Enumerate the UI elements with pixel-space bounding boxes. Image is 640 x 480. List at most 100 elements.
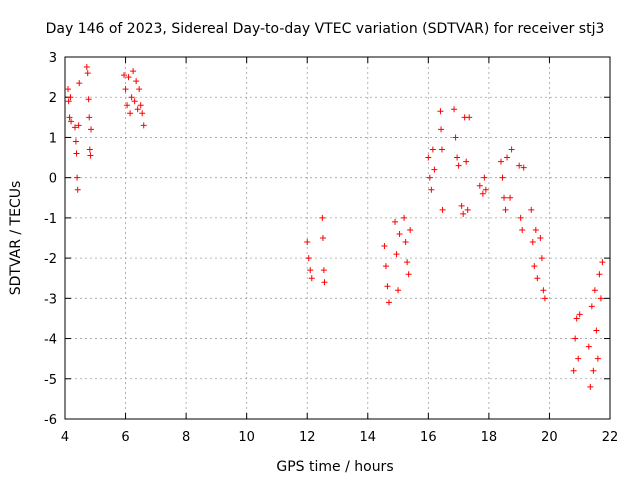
data-point xyxy=(451,106,458,113)
data-point xyxy=(67,94,74,101)
data-point xyxy=(66,114,73,121)
y-tick-label: 1 xyxy=(49,131,57,146)
y-tick-label: -6 xyxy=(44,413,57,428)
x-tick-label: 8 xyxy=(182,430,190,445)
data-point xyxy=(75,122,82,129)
x-tick-label: 10 xyxy=(238,430,255,445)
data-point xyxy=(590,367,597,374)
x-axis-label: GPS time / hours xyxy=(276,459,393,475)
data-point xyxy=(439,206,446,213)
plot-frame xyxy=(64,56,611,420)
data-point xyxy=(599,259,606,266)
data-point xyxy=(401,214,408,221)
data-point xyxy=(72,138,79,145)
data-point xyxy=(587,383,594,390)
data-point xyxy=(460,210,467,217)
x-tick-label: 14 xyxy=(360,430,377,445)
y-tick-label: 2 xyxy=(49,91,57,106)
data-point xyxy=(541,295,548,302)
data-point xyxy=(572,335,579,342)
data-point xyxy=(438,126,445,133)
data-point xyxy=(382,263,389,270)
data-point xyxy=(392,218,399,225)
data-point xyxy=(519,226,526,233)
data-point xyxy=(502,206,509,213)
y-tick-label: 3 xyxy=(49,51,57,66)
data-point xyxy=(570,367,577,374)
data-point xyxy=(86,146,93,153)
data-point xyxy=(520,164,527,171)
data-point xyxy=(139,110,146,117)
data-point xyxy=(508,146,515,153)
data-point xyxy=(431,166,438,173)
data-point xyxy=(321,279,328,286)
data-point xyxy=(517,214,524,221)
y-tick-label: -4 xyxy=(44,333,57,348)
data-point xyxy=(597,295,604,302)
data-point xyxy=(76,80,83,87)
data-point xyxy=(528,206,535,213)
data-point xyxy=(532,226,539,233)
data-point xyxy=(85,96,92,103)
x-tick-label: 18 xyxy=(481,430,498,445)
data-point xyxy=(86,114,93,121)
y-tick-label: -2 xyxy=(44,252,57,267)
data-point xyxy=(501,194,508,201)
data-point xyxy=(71,124,78,131)
data-points xyxy=(65,64,606,390)
x-tick-label: 20 xyxy=(541,430,558,445)
data-point xyxy=(87,152,94,159)
data-point xyxy=(124,102,131,109)
data-point xyxy=(74,186,81,193)
data-point xyxy=(396,230,403,237)
data-point xyxy=(588,303,595,310)
axis-ticks xyxy=(64,56,611,420)
data-point xyxy=(320,267,327,274)
data-point xyxy=(540,287,547,294)
y-tick-label: -5 xyxy=(44,373,57,388)
data-point xyxy=(133,78,140,85)
data-point xyxy=(140,122,147,129)
data-point xyxy=(136,86,143,93)
data-point xyxy=(393,251,400,258)
data-point xyxy=(499,174,506,181)
data-point xyxy=(65,98,72,105)
data-point xyxy=(454,154,461,161)
data-point xyxy=(479,190,486,197)
data-point xyxy=(395,287,402,294)
data-point xyxy=(131,98,138,105)
data-point xyxy=(585,343,592,350)
data-point xyxy=(498,158,504,165)
data-point xyxy=(125,74,132,81)
data-point xyxy=(88,126,95,133)
data-point xyxy=(455,162,462,169)
x-tick-label: 12 xyxy=(299,430,316,445)
data-point xyxy=(130,68,137,75)
data-point xyxy=(507,194,514,201)
x-tick-label: 16 xyxy=(420,430,437,445)
data-point xyxy=(308,275,315,282)
data-point xyxy=(405,271,412,278)
y-axis-label: SDTVAR / TECUs xyxy=(8,181,24,296)
data-point xyxy=(65,86,72,93)
grid-layer xyxy=(65,57,610,419)
data-point xyxy=(84,70,91,77)
data-point xyxy=(68,118,75,125)
data-point xyxy=(482,186,489,193)
data-point xyxy=(458,202,465,209)
data-point xyxy=(531,263,538,270)
data-point xyxy=(121,72,128,79)
data-point xyxy=(385,299,392,306)
data-point xyxy=(429,146,436,153)
data-point xyxy=(529,239,536,246)
data-point xyxy=(594,355,601,362)
data-point xyxy=(476,182,483,189)
data-point xyxy=(573,315,580,322)
data-point xyxy=(538,255,545,262)
data-point xyxy=(128,94,135,101)
data-point xyxy=(428,186,435,193)
data-point xyxy=(516,162,523,169)
data-point xyxy=(305,255,312,262)
y-tick-label: -3 xyxy=(44,292,57,307)
